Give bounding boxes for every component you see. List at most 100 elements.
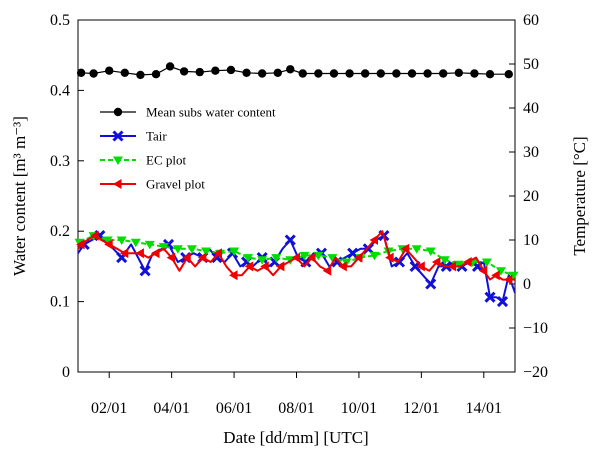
data-point — [195, 67, 204, 77]
y-left-tick-label: 0.4 — [50, 82, 70, 99]
data-point — [481, 258, 492, 267]
y-right-tick-label: 30 — [523, 144, 539, 161]
data-point — [229, 270, 238, 281]
x-axis-title: Date [dd/mm] [UTC] — [223, 428, 368, 447]
x-tick-label: 04/01 — [153, 400, 189, 417]
data-point — [423, 69, 432, 78]
data-point — [503, 274, 513, 285]
y-left-tick-label: 0.1 — [50, 294, 70, 311]
data-point — [119, 248, 129, 259]
data-point — [392, 69, 401, 78]
legend-label: Gravel plot — [146, 177, 205, 192]
legend-label: Tair — [146, 129, 167, 144]
data-point — [244, 261, 254, 272]
data-point — [291, 252, 300, 263]
y-left-tick-label: 0.5 — [50, 12, 70, 29]
data-point — [229, 247, 240, 256]
x-tick-label: 10/01 — [341, 400, 377, 417]
data-point — [226, 65, 236, 75]
data-point — [151, 248, 160, 259]
legend: Mean subs water content Tair EC plot Gravel… — [100, 105, 276, 192]
data-point — [197, 252, 207, 263]
data-point — [102, 236, 113, 245]
data-point — [307, 252, 316, 263]
y-axis-right-title: Temperature [°C] — [570, 136, 589, 255]
data-point — [200, 247, 211, 256]
y-right-tick-label: −20 — [523, 364, 548, 381]
data-point — [447, 261, 457, 272]
data-point — [116, 236, 127, 245]
data-point — [416, 261, 425, 272]
x-tick-label: 14/01 — [466, 400, 502, 417]
data-point — [89, 69, 98, 78]
data-point — [186, 245, 197, 254]
data-point — [439, 256, 450, 265]
data-point — [425, 278, 437, 290]
data-point — [136, 70, 145, 80]
y-left-tick-label: 0.3 — [50, 153, 70, 170]
data-point — [257, 69, 267, 78]
data-point — [504, 70, 513, 79]
data-point — [385, 252, 394, 263]
data-point — [243, 254, 254, 263]
data-point — [485, 70, 495, 79]
data-point — [313, 251, 324, 261]
data-point — [158, 243, 169, 252]
data-point — [120, 68, 130, 78]
data-point — [211, 66, 220, 75]
data-point — [275, 261, 285, 272]
data-point — [139, 265, 151, 277]
data-point — [286, 65, 295, 74]
data-point — [453, 260, 464, 270]
data-point — [273, 68, 282, 78]
y-right-tick-label: 40 — [523, 100, 539, 117]
data-point — [284, 234, 296, 246]
data-point — [411, 245, 422, 254]
data-point — [105, 66, 114, 75]
data-point — [463, 257, 472, 267]
x-tick-label: 08/01 — [278, 400, 314, 417]
data-point — [257, 256, 268, 265]
data-point — [491, 270, 500, 281]
data-point — [166, 252, 176, 263]
data-point — [400, 243, 410, 254]
x-tick-label: 06/01 — [216, 400, 252, 417]
data-point — [329, 69, 339, 78]
series-0 — [76, 62, 513, 80]
data-point — [470, 69, 479, 78]
data-point — [242, 68, 251, 78]
y-right-tick-label: 0 — [523, 276, 531, 293]
y-right-tick-label: 50 — [523, 56, 539, 73]
data-point — [353, 252, 363, 263]
y-right-tick-label: 60 — [523, 12, 539, 29]
y-left-tick-label: 0.2 — [50, 223, 70, 240]
data-point — [454, 68, 464, 78]
data-point — [314, 69, 323, 78]
data-point — [90, 230, 99, 241]
y-axis-left: 0 0.1 0.2 0.3 0.4 0.5 — [50, 12, 84, 381]
x-axis: 02/01 04/01 06/01 08/01 10/01 12/01 14/01 — [91, 372, 502, 417]
data-point — [76, 68, 86, 78]
data-point — [298, 69, 307, 78]
legend-label: EC plot — [146, 153, 186, 168]
y-left-tick-label: 0 — [62, 364, 70, 381]
legend-marker — [113, 179, 122, 189]
data-point — [165, 62, 175, 71]
data-point — [425, 247, 436, 256]
data-point — [431, 257, 441, 267]
data-point — [260, 261, 269, 272]
data-point — [407, 69, 417, 78]
x-tick-label: 02/01 — [91, 400, 127, 417]
data-point — [360, 69, 370, 78]
data-point — [327, 254, 338, 263]
data-point — [347, 247, 359, 259]
legend-label: Mean subs water content — [146, 105, 276, 120]
y-axis-left-title: Water content [m³ m⁻³] — [10, 116, 29, 276]
data-point — [151, 70, 161, 79]
y-axis-right: −20 −10 0 10 20 30 40 50 60 — [509, 12, 548, 381]
series-3 — [76, 230, 515, 285]
y-right-tick-label: 20 — [523, 188, 539, 205]
series-layer — [74, 62, 519, 308]
